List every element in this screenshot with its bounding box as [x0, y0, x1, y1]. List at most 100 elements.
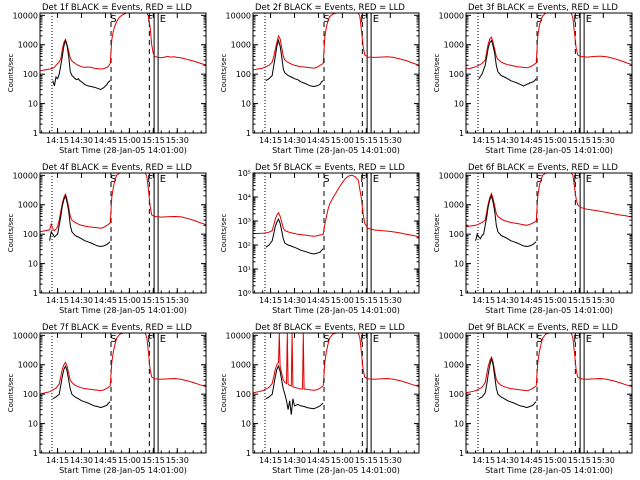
x-tick-label: 14:15	[46, 456, 69, 465]
x-tick-label: 14:30	[496, 456, 519, 465]
y-axis-label: Counts/sec	[220, 214, 228, 253]
lld-series-line	[40, 333, 206, 395]
y-tick-label: 1000	[444, 201, 464, 210]
x-axis-label: Start Time (28-Jan-05 14:01:00)	[485, 306, 613, 315]
y-axis-label: Counts/sec	[433, 214, 441, 253]
x-tick-label: 15:15	[142, 456, 165, 465]
marker-E: E	[586, 14, 592, 25]
x-tick-label: 14:15	[472, 456, 495, 465]
plot-frame	[39, 12, 207, 134]
marker-E: E	[373, 174, 379, 185]
y-tick-label: 10⁰	[238, 289, 251, 298]
x-tick-label: 14:30	[70, 136, 93, 145]
lld-series-line	[466, 13, 632, 70]
x-tick-label: 15:30	[592, 296, 615, 305]
marker-S: S	[110, 174, 116, 185]
x-tick-label: 15:30	[166, 136, 189, 145]
x-tick-label: 14:30	[496, 136, 519, 145]
y-tick-label: 100	[236, 70, 251, 79]
x-tick-label: 15:30	[166, 296, 189, 305]
y-tick-label: 1	[459, 129, 464, 138]
panel-title: Det 8f BLACK = Events, RED = LLD	[255, 323, 405, 333]
x-tick-label: 15:00	[118, 136, 141, 145]
y-tick-label: 1000	[18, 41, 38, 50]
plot-frame	[252, 332, 420, 454]
lld-series-line	[253, 174, 419, 238]
x-tick-label: 15:00	[118, 296, 141, 305]
marker-S: S	[110, 334, 116, 345]
x-axis-label: Start Time (28-Jan-05 14:01:00)	[59, 466, 187, 475]
x-tick-label: 15:30	[379, 456, 402, 465]
x-tick-label: 14:45	[520, 456, 543, 465]
y-tick-label: 10000	[13, 331, 38, 340]
lld-series-line	[253, 13, 419, 71]
x-tick-label: 14:30	[283, 456, 306, 465]
y-tick-label: 10	[454, 100, 464, 109]
x-tick-label: 14:45	[94, 456, 117, 465]
x-tick-label: 15:30	[592, 136, 615, 145]
y-tick-label: 100	[236, 390, 251, 399]
plot-frame	[252, 12, 420, 134]
x-axis-label: Start Time (28-Jan-05 14:01:00)	[485, 466, 613, 475]
marker-F: F	[573, 14, 579, 25]
marker-S: S	[323, 334, 329, 345]
x-tick-label: 14:15	[259, 136, 282, 145]
panel-title: Det 6f BLACK = Events, RED = LLD	[468, 163, 618, 173]
y-tick-label: 10000	[226, 331, 251, 340]
marker-F: F	[147, 334, 153, 345]
x-tick-label: 15:30	[592, 456, 615, 465]
x-tick-label: 14:30	[283, 296, 306, 305]
x-tick-label: 15:15	[568, 136, 591, 145]
x-tick-label: 15:00	[331, 296, 354, 305]
y-tick-label: 10000	[226, 11, 251, 20]
x-tick-label: 15:30	[379, 136, 402, 145]
x-tick-label: 15:00	[544, 296, 567, 305]
y-tick-label: 10000	[13, 11, 38, 20]
marker-F: F	[360, 14, 366, 25]
y-tick-label: 10	[28, 100, 38, 109]
y-tick-label: 10	[28, 260, 38, 269]
y-tick-label: 10⁵	[238, 169, 251, 178]
x-tick-label: 14:15	[259, 296, 282, 305]
marker-F: F	[360, 334, 366, 345]
plot-frame	[39, 172, 207, 294]
x-tick-label: 15:00	[331, 136, 354, 145]
y-tick-label: 10	[28, 420, 38, 429]
marker-F: F	[360, 174, 366, 185]
y-tick-label: 10000	[439, 171, 464, 180]
marker-F: F	[147, 14, 153, 25]
x-axis-label: Start Time (28-Jan-05 14:01:00)	[272, 466, 400, 475]
x-tick-label: 14:30	[70, 456, 93, 465]
lld-series-line	[466, 173, 632, 228]
y-tick-label: 10	[241, 100, 251, 109]
x-tick-label: 15:15	[568, 296, 591, 305]
plot-frame	[39, 332, 207, 454]
y-tick-label: 1000	[444, 361, 464, 370]
y-tick-label: 1000	[231, 361, 251, 370]
x-tick-label: 14:45	[520, 296, 543, 305]
y-axis-label: Counts/sec	[433, 374, 441, 413]
x-tick-label: 15:00	[331, 456, 354, 465]
y-tick-label: 10¹	[238, 265, 251, 274]
x-tick-label: 14:15	[472, 296, 495, 305]
x-tick-label: 15:00	[544, 456, 567, 465]
panel-title: Det 3f BLACK = Events, RED = LLD	[468, 3, 618, 13]
x-axis-label: Start Time (28-Jan-05 14:01:00)	[59, 146, 187, 155]
events-series-line	[265, 217, 324, 255]
x-axis-label: Start Time (28-Jan-05 14:01:00)	[272, 146, 400, 155]
y-tick-label: 10²	[238, 241, 251, 250]
x-tick-label: 15:15	[142, 296, 165, 305]
x-tick-label: 15:15	[355, 456, 378, 465]
x-tick-label: 14:15	[46, 136, 69, 145]
plot-frame	[252, 172, 420, 294]
events-series-line	[478, 39, 537, 87]
lld-series-line	[253, 333, 419, 394]
events-series-line	[52, 38, 111, 91]
marker-E: E	[373, 14, 379, 25]
x-tick-label: 15:15	[568, 456, 591, 465]
y-axis-label: Counts/sec	[7, 54, 15, 93]
